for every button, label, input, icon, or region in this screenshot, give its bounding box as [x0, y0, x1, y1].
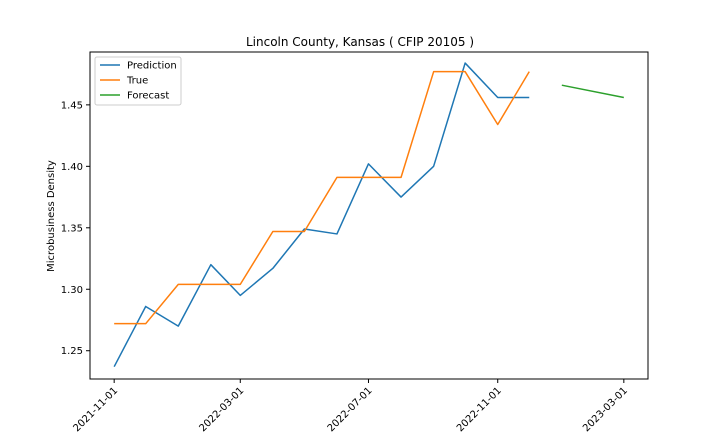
y-axis-label: Microbusiness Density [46, 160, 57, 272]
chart-title: Lincoln County, Kansas ( CFIP 20105 ) [246, 35, 474, 49]
y-tick-label: 1.25 [61, 346, 83, 357]
legend-label-prediction: Prediction [127, 61, 177, 72]
y-tick-label: 1.35 [61, 223, 83, 234]
legend-box [94, 56, 182, 106]
series-line-forecast [561, 84, 624, 99]
series-line-prediction [113, 62, 530, 368]
plot-frame [89, 51, 649, 380]
y-tick-label: 1.45 [61, 100, 83, 111]
series-line-true [114, 70, 530, 325]
legend-label-true: True [126, 76, 148, 87]
x-tick-label: 2023-03-01 [581, 385, 630, 432]
x-tick-label: 2022-07-01 [326, 385, 375, 432]
x-tick-label: 2022-11-01 [455, 385, 504, 432]
legend: Prediction True Forecast [94, 56, 182, 106]
x-tick-label: 2021-11-01 [71, 385, 120, 432]
legend-label-forecast: Forecast [127, 91, 169, 102]
y-tick-label: 1.30 [61, 285, 83, 296]
y-tick-label: 1.40 [61, 162, 83, 173]
x-tick-label: 2022-03-01 [198, 385, 247, 432]
